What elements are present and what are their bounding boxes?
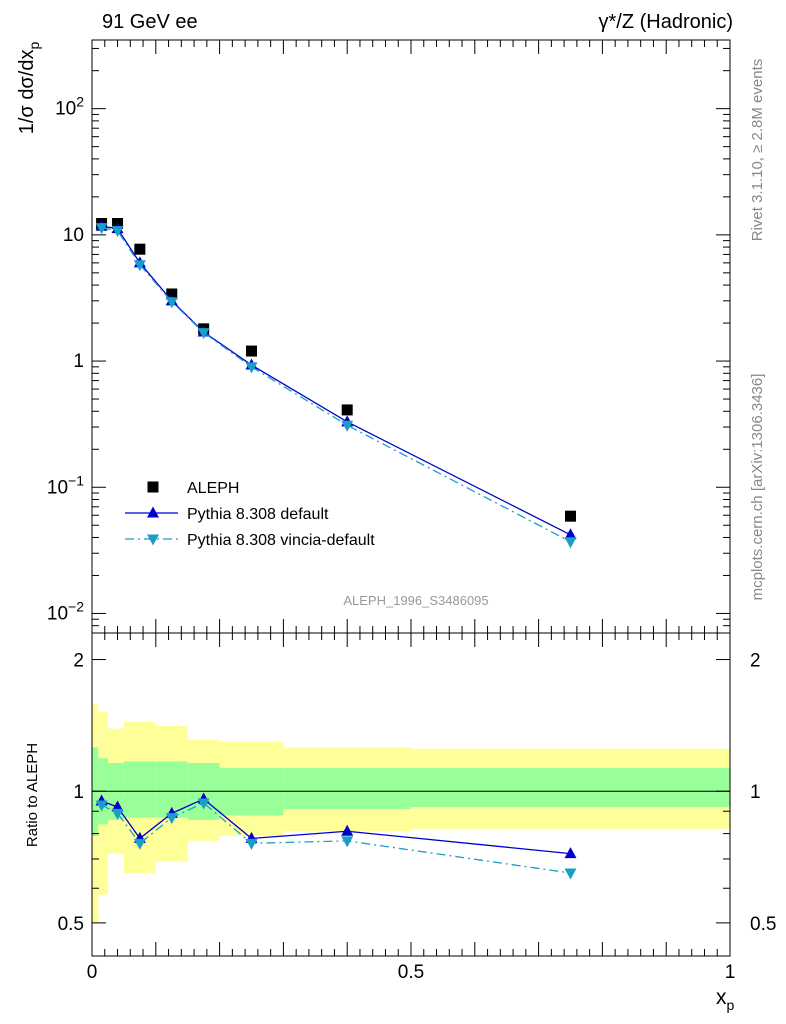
- ratio-point: [197, 798, 210, 810]
- main-point: [341, 420, 354, 432]
- main-point: [134, 243, 146, 255]
- header-right-label: γ*/Z (Hadronic): [599, 11, 733, 33]
- x-tick-label: 0: [87, 962, 98, 983]
- ratio-point: [341, 836, 354, 848]
- ratio-point: [165, 813, 178, 825]
- main-y-tick-label: 10−2: [47, 598, 84, 624]
- header-left-label: 91 GeV ee: [102, 11, 198, 33]
- ratio-bands: [92, 704, 730, 923]
- rivet-label: Rivet 3.1.10, ≥ 2.8M events: [749, 59, 766, 242]
- main-point: [245, 362, 258, 374]
- legend-marker: [147, 481, 159, 493]
- band-inner-bin: [219, 767, 284, 816]
- main-y-tick-label: 1: [73, 351, 84, 372]
- main-series-line: [101, 227, 571, 543]
- main-point: [564, 537, 577, 549]
- main-point: [564, 528, 577, 540]
- text-layer: 91 GeV ee γ*/Z (Hadronic) ALEPH_1996_S34…: [24, 11, 766, 847]
- main-point: [166, 288, 178, 300]
- legend: ALEPH Pythia 8.308 default Pythia 8.308 vi…: [125, 480, 375, 549]
- ratio-point: [564, 868, 577, 880]
- ratio-y-tick-label-right: 2: [750, 651, 761, 672]
- mcplots-label: mcplots.cern.ch [arXiv:1306.3436]: [749, 374, 766, 601]
- ratio-point: [95, 800, 108, 812]
- axes-layer: 10−2 10−1 1 10 102 0 0.5 1 0.5 0.5 1 1 2 2 1/σ dσ/dxp x…: [16, 39, 776, 1013]
- main-y-tick-label: 102: [55, 94, 84, 120]
- main-y-tick-label: 10: [63, 225, 84, 246]
- ratio-point: [133, 838, 146, 850]
- band-inner-bin: [123, 761, 156, 818]
- x-axis-title: xp: [716, 986, 735, 1013]
- ratio-y-tick-label-left: 1: [73, 782, 84, 803]
- main-y-tick-label: 10−1: [47, 472, 84, 498]
- legend-label: ALEPH: [187, 480, 239, 497]
- band-inner-bin: [283, 767, 411, 810]
- ratio-point: [564, 847, 577, 859]
- x-tick-label: 0.5: [398, 962, 424, 983]
- main-point: [111, 226, 124, 238]
- ratio-y-tick-label-right: 1: [750, 782, 761, 803]
- x-tick-label: 1: [725, 962, 736, 983]
- ratio-y-tick-label-left: 2: [73, 651, 84, 672]
- ratio-point: [341, 824, 354, 836]
- ratio-series-line: [101, 802, 571, 874]
- legend-label: Pythia 8.308 default: [187, 506, 329, 523]
- main-series-line: [101, 225, 571, 536]
- main-point: [165, 297, 178, 309]
- main-point: [246, 345, 257, 357]
- ratio-point: [111, 800, 124, 812]
- ratio-point: [111, 808, 124, 820]
- main-y-axis-title: 1/σ dσ/dxp: [16, 42, 42, 135]
- analysis-label: ALEPH_1996_S3486095: [343, 593, 488, 608]
- legend-marker: [147, 506, 159, 518]
- ratio-y-tick-label-right: 0.5: [750, 914, 776, 935]
- ratio-y-tick-label-left: 0.5: [58, 914, 84, 935]
- data-layer: [95, 218, 577, 880]
- legend-label: Pythia 8.308 vincia-default: [187, 532, 375, 549]
- main-point: [565, 510, 576, 522]
- main-point: [341, 404, 353, 416]
- legend-marker: [147, 534, 159, 546]
- ratio-point: [245, 838, 258, 850]
- main-point: [133, 260, 146, 272]
- main-point: [95, 223, 108, 235]
- band-inner-bin: [411, 767, 730, 808]
- ratio-y-axis-title: Ratio to ALEPH: [24, 743, 41, 847]
- main-point: [197, 328, 210, 340]
